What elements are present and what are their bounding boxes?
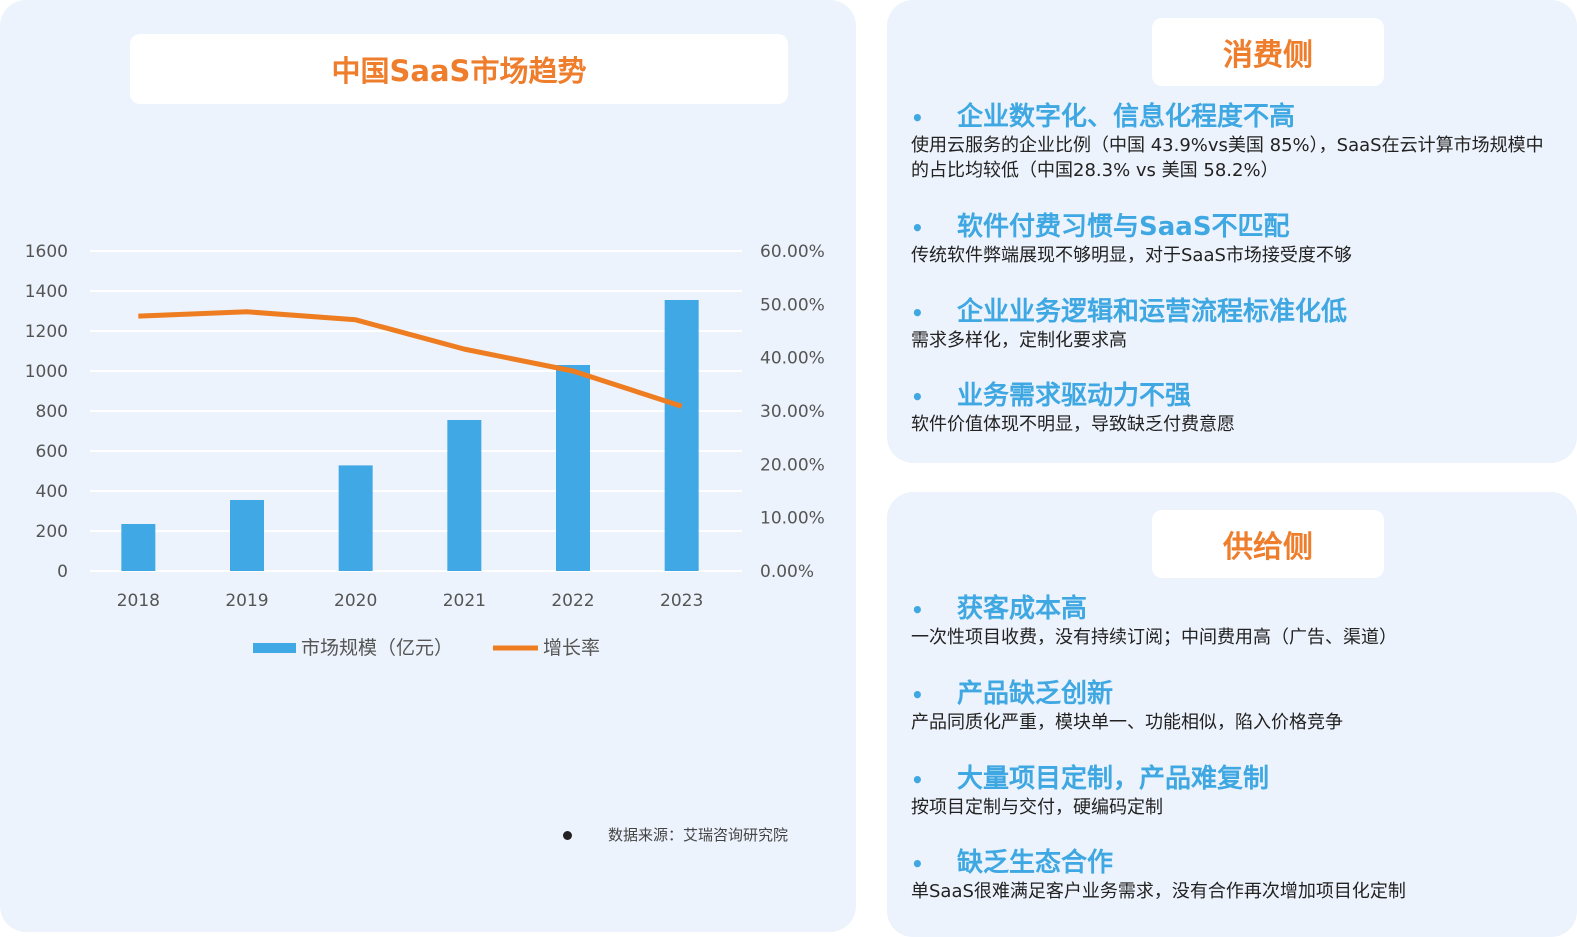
bar-2023 [664,300,699,571]
data-source: 数据来源：艾瑞咨询研究院 [563,824,788,845]
y-left-tick: 800 [36,402,68,422]
y-right-tick: 10.00% [760,509,825,529]
list-item: • 大量项目定制，产品难复制 按项目定制与交付，硬编码定制 [911,764,1561,820]
y-right-tick: 20.00% [760,455,825,475]
heading-text: 获客成本高 [957,594,1088,624]
item-heading: • 软件付费习惯与SaaS不匹配 [911,212,1561,243]
y-left-tick: 200 [36,522,68,542]
bar-2019 [230,500,264,571]
supply-title: 供给侧 [1152,510,1384,578]
bullet-icon: • [911,597,924,622]
item-description: 传统软件弊端展现不够明显，对于SaaS市场接受度不够 [911,244,1352,266]
bullet-icon: • [911,682,924,707]
chart-title: 中国SaaS市场趋势 [130,34,788,104]
heading-text: 企业业务逻辑和运营流程标准化低 [957,297,1348,327]
item-description: 需求多样化，定制化要求高 [911,329,1127,351]
x-tick: 2020 [334,591,377,611]
item-description: 产品同质化严重，模块单一、功能相似，陷入价格竞争 [911,711,1343,733]
bar-2018 [121,524,156,571]
heading-text: 企业数字化、信息化程度不高 [957,102,1296,132]
consumer-title: 消费侧 [1152,18,1384,86]
item-heading: • 企业业务逻辑和运营流程标准化低 [911,297,1561,328]
item-description: 一次性项目收费，没有持续订阅；中间费用高（广告、渠道） [911,626,1397,648]
x-tick: 2019 [225,591,268,611]
legend-bar-label: 市场规模（亿元） [301,637,453,659]
y-left-tick: 1000 [25,362,68,382]
item-heading: • 业务需求驱动力不强 [911,381,1561,412]
list-item: • 企业业务逻辑和运营流程标准化低 需求多样化，定制化要求高 [911,297,1561,353]
consumer-side-panel: 消费侧 • 企业数字化、信息化程度不高 使用云服务的企业比例（中国 43.9%vs… [887,0,1577,463]
y-left-tick: 1600 [25,242,68,262]
heading-text: 缺乏生态合作 [957,848,1114,878]
y-left-tick: 600 [36,442,68,462]
legend-bar-swatch [253,643,296,653]
bullet-icon: • [911,384,924,409]
y-left-tick: 1200 [25,322,68,342]
bar-2020 [338,465,373,571]
y-right-tick: 30.00% [760,402,825,422]
bullet-icon [563,831,572,840]
y-left-tick: 1400 [25,282,68,302]
y-left-tick: 400 [36,482,68,502]
item-heading: • 产品缺乏创新 [911,679,1561,710]
legend-line-label: 增长率 [543,637,600,659]
heading-text: 软件付费习惯与SaaS不匹配 [957,212,1290,242]
y-right-tick: 50.00% [760,295,825,315]
combo-chart: 0 200 400 600 800 1000 1200 1400 1600 0.00% 10.00%… [25,242,825,659]
x-tick: 2018 [117,591,160,611]
bullet-icon: • [911,767,924,792]
list-item: • 产品缺乏创新 产品同质化严重，模块单一、功能相似，陷入价格竞争 [911,679,1561,735]
y-right-tick: 60.00% [760,242,825,262]
list-item: • 缺乏生态合作 单SaaS很难满足客户业务需求，没有合作再次增加项目化定制 [911,848,1561,904]
item-description: 软件价值体现不明显，导致缺乏付费意愿 [911,413,1235,435]
item-description: 按项目定制与交付，硬编码定制 [911,796,1163,818]
item-heading: • 获客成本高 [911,594,1561,625]
supply-side-panel: 供给侧 • 获客成本高 一次性项目收费，没有持续订阅；中间费用高（广告、渠道） • 产… [887,492,1577,937]
chart-panel: 中国SaaS市场趋势 0 200 400 600 800 1000 1200 1400 1600… [0,0,856,932]
bullet-icon: • [911,300,924,325]
list-item: • 企业数字化、信息化程度不高 使用云服务的企业比例（中国 43.9%vs美国 8… [911,102,1561,183]
growth-rate-line [138,309,683,409]
bar-2021 [447,420,482,571]
item-heading: • 缺乏生态合作 [911,848,1561,879]
y-right-tick: 0.00% [760,562,814,582]
bullet-icon: • [911,215,924,240]
heading-text: 业务需求驱动力不强 [957,381,1192,411]
source-text: 数据来源：艾瑞咨询研究院 [608,826,789,844]
x-tick: 2022 [551,591,594,611]
list-item: • 软件付费习惯与SaaS不匹配 传统软件弊端展现不够明显，对于SaaS市场接受度… [911,212,1561,268]
x-tick: 2021 [443,591,486,611]
item-heading: • 大量项目定制，产品难复制 [911,764,1561,795]
item-heading: • 企业数字化、信息化程度不高 [911,102,1561,133]
list-item: • 获客成本高 一次性项目收费，没有持续订阅；中间费用高（广告、渠道） [911,594,1561,650]
heading-text: 产品缺乏创新 [957,679,1114,709]
x-tick: 2023 [660,591,703,611]
list-item: • 业务需求驱动力不强 软件价值体现不明显，导致缺乏付费意愿 [911,381,1561,437]
item-description: 使用云服务的企业比例（中国 43.9%vs美国 85%），SaaS在云计算市场规… [911,134,1544,181]
item-description: 单SaaS很难满足客户业务需求，没有合作再次增加项目化定制 [911,880,1406,902]
y-right-tick: 40.00% [760,349,825,369]
y-left-tick: 0 [57,562,68,582]
bullet-icon: • [911,851,924,876]
heading-text: 大量项目定制，产品难复制 [957,764,1270,794]
bar-2022 [556,365,590,571]
bullet-icon: • [911,105,924,130]
